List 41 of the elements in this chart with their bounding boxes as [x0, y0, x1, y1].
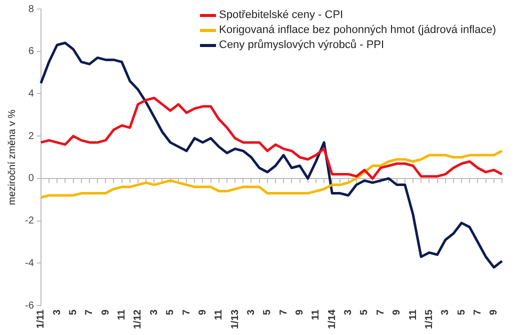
x-tick-label: 7 [472, 309, 484, 316]
x-tick-label: 1/13 [230, 309, 241, 330]
x-tick-label: 7 [84, 309, 96, 316]
x-tick-label: 5 [165, 309, 176, 316]
legend-label: Spotřebitelské ceny - CPI [219, 8, 344, 23]
y-tick-label: 6 [28, 46, 34, 58]
legend-label: Ceny průmyslových výrobců - PPI [219, 38, 384, 53]
x-tick-label: 3 [52, 309, 63, 316]
x-tick-label: 1/11 [36, 309, 47, 328]
x-tick-label: 7 [375, 309, 386, 316]
x-tick-label: 3 [440, 309, 452, 316]
y-tick-label: 0 [28, 173, 34, 184]
y-tick-label: 4 [28, 88, 34, 100]
x-tick-label: 5 [262, 309, 274, 316]
x-tick-label: 7 [181, 309, 192, 316]
y-tick-label: 2 [28, 130, 34, 142]
x-tick-label: 1/15 [424, 309, 435, 330]
y-tick-label: -4 [24, 258, 34, 269]
x-tick-label: 11 [214, 309, 225, 320]
x-tick-label: 5 [456, 309, 468, 316]
x-tick-label: 5 [359, 309, 370, 316]
y-tick-label: 8 [28, 4, 34, 15]
x-tick-label: 9 [197, 309, 208, 316]
x-tick-label: 3 [148, 309, 160, 316]
x-tick-label: 3 [246, 309, 257, 316]
x-tick-label: 9 [294, 309, 306, 316]
x-tick-label: 7 [278, 309, 290, 316]
x-tick-label: 11 [408, 309, 419, 320]
x-tick-label: 1/14 [326, 309, 338, 330]
y-axis-title: meziroční změna v % [6, 109, 18, 206]
x-tick-label: 1/12 [132, 309, 144, 330]
y-tick-label: -2 [24, 216, 34, 227]
x-tick-label: 11 [310, 309, 322, 320]
y-tick-label: -6 [24, 300, 34, 312]
x-tick-label: 11 [116, 309, 128, 320]
x-tick-label: 3 [343, 309, 354, 316]
legend-label: Korigovaná inflace bez pohonných hmot (jádrová inflace) [219, 23, 496, 38]
x-tick-label: 9 [100, 309, 112, 316]
x-tick-label: 9 [488, 309, 500, 316]
x-tick-label: 9 [392, 309, 403, 316]
x-tick-label: 5 [68, 309, 79, 316]
